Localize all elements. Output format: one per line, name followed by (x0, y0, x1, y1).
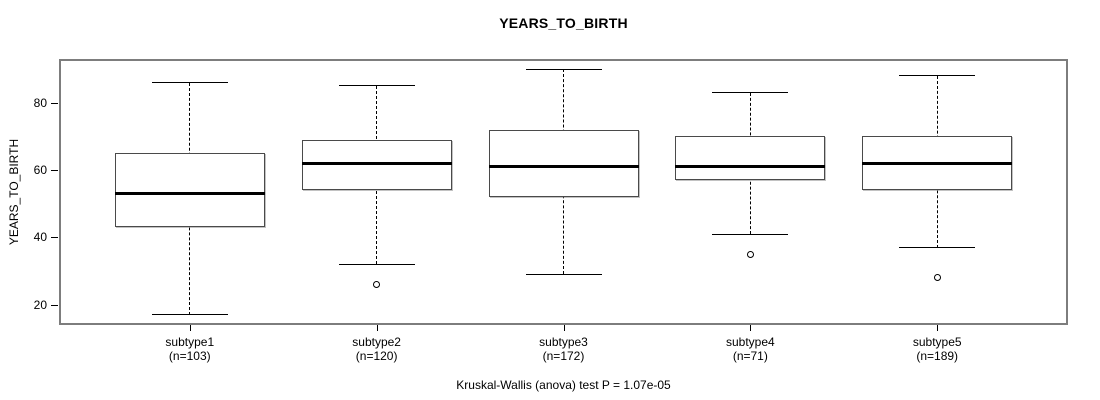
whisker-cap-lower (899, 247, 976, 249)
whisker-cap-upper (712, 92, 789, 94)
median-line (488, 165, 639, 169)
group-name-label: subtype1 (165, 335, 215, 349)
chart-title: YEARS_TO_BIRTH (499, 15, 628, 31)
median-line (675, 165, 826, 169)
whisker-cap-lower (151, 314, 228, 316)
group-n-label: (n=189) (916, 349, 959, 363)
y-axis-tick (51, 170, 58, 172)
group-n-label: (n=172) (542, 349, 585, 363)
group-name-label: subtype3 (539, 335, 588, 349)
kruskal-wallis-annotation: Kruskal-Wallis (anova) test P = 1.07e-05 (456, 378, 671, 392)
x-axis-group-label: subtype3 (n=172) (494, 335, 634, 363)
outlier-point (373, 281, 381, 289)
x-axis-group-label: subtype4 (n=71) (680, 335, 820, 363)
y-axis-tick-label: 40 (33, 230, 47, 245)
box (675, 136, 826, 181)
box (488, 129, 639, 198)
whisker-cap-upper (151, 82, 228, 84)
group-name-label: subtype2 (352, 335, 401, 349)
x-axis-tick (376, 325, 378, 331)
y-axis-tick-label: 80 (33, 95, 47, 110)
outlier-point (933, 274, 941, 282)
box (301, 139, 452, 191)
x-axis-tick (937, 325, 939, 331)
median-line (114, 192, 265, 196)
outlier-point (746, 250, 754, 258)
group-n-label: (n=120) (355, 349, 398, 363)
y-axis-tick (51, 237, 58, 239)
x-axis-group-label: subtype5 (n=189) (867, 335, 1007, 363)
median-line (301, 161, 452, 165)
whisker-cap-upper (338, 85, 415, 87)
median-line (862, 161, 1013, 165)
whisker-cap-lower (338, 263, 415, 265)
whisker-cap-upper (525, 68, 602, 70)
group-name-label: subtype5 (912, 335, 962, 349)
group-n-label: (n=71) (732, 349, 768, 363)
box (114, 153, 265, 228)
x-axis-group-label: subtype2 (n=120) (307, 335, 447, 363)
y-axis-tick (51, 102, 58, 104)
y-axis-tick (51, 304, 58, 306)
group-n-label: (n=103) (168, 349, 211, 363)
x-axis-tick (189, 325, 191, 331)
whisker-cap-upper (899, 75, 976, 77)
x-axis-tick (750, 325, 752, 331)
x-axis-group-label: subtype1 (n=103) (120, 335, 260, 363)
y-axis-tick-label: 60 (33, 163, 47, 178)
whisker-cap-lower (525, 273, 602, 275)
y-axis-tick-label: 20 (33, 297, 47, 312)
whisker-cap-lower (712, 233, 789, 235)
group-name-label: subtype4 (725, 335, 775, 349)
x-axis-tick (563, 325, 565, 331)
